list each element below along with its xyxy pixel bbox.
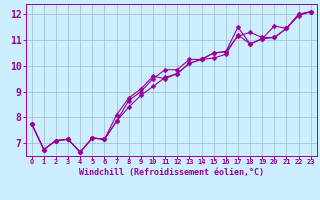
X-axis label: Windchill (Refroidissement éolien,°C): Windchill (Refroidissement éolien,°C) (79, 168, 264, 177)
